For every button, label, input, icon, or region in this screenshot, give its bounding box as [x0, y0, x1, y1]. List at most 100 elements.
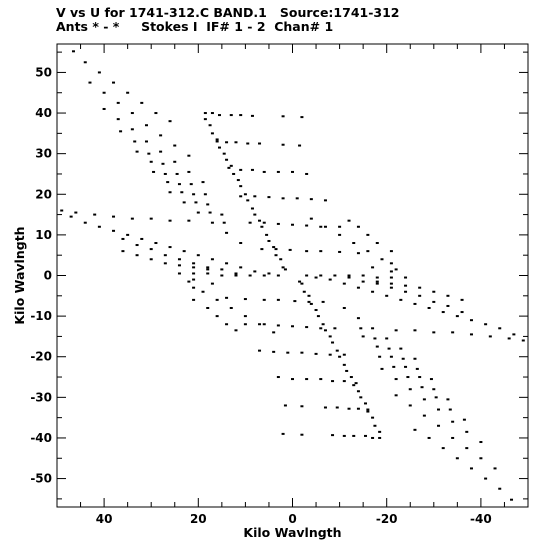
- uv-point: [305, 326, 309, 329]
- uv-point: [267, 196, 271, 199]
- uv-point: [281, 197, 285, 200]
- uv-point: [347, 274, 351, 277]
- uv-point: [413, 302, 417, 305]
- y-tick-label: 10: [35, 228, 52, 242]
- uv-point: [305, 172, 309, 175]
- uv-point: [328, 278, 332, 281]
- y-tick-label: -10: [30, 309, 52, 323]
- uv-point: [192, 193, 196, 196]
- uv-point: [210, 258, 214, 261]
- uv-point: [375, 242, 379, 245]
- uv-point: [356, 317, 360, 320]
- uv-point: [366, 410, 370, 413]
- uv-point: [484, 323, 488, 326]
- uv-point: [342, 380, 346, 383]
- uv-point: [413, 357, 417, 360]
- uv-point: [493, 467, 497, 470]
- uv-point: [203, 112, 207, 115]
- x-tick-label: 40: [96, 512, 113, 526]
- uv-point: [375, 280, 379, 283]
- uv-point: [319, 274, 323, 277]
- uv-point: [258, 323, 262, 326]
- uv-point: [149, 258, 153, 261]
- uv-point: [201, 181, 205, 184]
- uv-point: [429, 378, 433, 381]
- uv-point: [192, 298, 196, 301]
- uv-point: [488, 335, 492, 338]
- uv-point: [112, 81, 116, 84]
- uv-point: [243, 193, 247, 196]
- uv-point: [130, 128, 134, 131]
- uv-point: [347, 219, 351, 222]
- uv-point: [406, 376, 410, 379]
- uv-point: [295, 197, 299, 200]
- uv-point: [319, 250, 323, 253]
- uv-point: [389, 262, 393, 265]
- uv-point: [286, 351, 290, 354]
- uv-point: [371, 416, 375, 419]
- uv-point: [437, 424, 441, 427]
- uv-point: [126, 233, 130, 236]
- uv-point: [378, 355, 382, 358]
- uv-point: [291, 378, 294, 381]
- uv-point: [448, 408, 452, 411]
- uv-point: [210, 112, 214, 115]
- uv-point: [246, 199, 250, 202]
- uv-point: [321, 323, 325, 326]
- uv-point: [203, 118, 207, 121]
- uv-point: [267, 239, 271, 242]
- uv-point: [291, 170, 294, 173]
- y-tick-label: 0: [44, 269, 52, 283]
- y-tick-label: -20: [30, 350, 52, 364]
- uv-point: [154, 242, 158, 245]
- uv-point: [208, 124, 212, 127]
- uv-point: [354, 382, 358, 385]
- uv-point: [288, 248, 292, 251]
- uv-point: [135, 244, 139, 247]
- uv-point: [279, 258, 283, 261]
- uv-point: [437, 408, 441, 411]
- uv-point: [225, 323, 229, 326]
- uv-point: [163, 172, 167, 175]
- uv-point: [210, 221, 214, 224]
- uv-point: [389, 282, 393, 285]
- uv-point: [192, 266, 196, 269]
- uv-point: [418, 376, 422, 379]
- uv-point: [342, 282, 346, 285]
- uv-point: [389, 276, 393, 279]
- uv-point: [258, 349, 262, 352]
- uv-point: [243, 315, 247, 318]
- uv-point: [220, 213, 224, 216]
- uv-point: [196, 254, 200, 257]
- uv-point: [281, 143, 285, 146]
- uv-point: [194, 201, 198, 204]
- uv-point: [281, 266, 285, 269]
- uv-point: [394, 378, 398, 381]
- uv-point: [300, 405, 304, 408]
- uv-point: [371, 327, 375, 330]
- uv-point: [116, 101, 120, 104]
- axis-ticks: [56, 44, 529, 507]
- uv-point: [168, 120, 172, 123]
- uv-point: [133, 140, 137, 143]
- uv-point: [276, 170, 280, 173]
- uv-point: [225, 158, 229, 161]
- uv-point: [159, 150, 163, 153]
- uv-point: [404, 365, 408, 368]
- uv-point: [521, 339, 525, 342]
- uv-point: [283, 404, 287, 407]
- uv-point: [314, 276, 318, 279]
- plot-frame: [56, 43, 529, 508]
- uv-point: [130, 217, 134, 220]
- uv-point: [173, 160, 177, 163]
- uv-point: [97, 71, 101, 74]
- uv-point: [319, 378, 323, 381]
- uv-point: [446, 294, 450, 297]
- uv-point: [272, 350, 276, 353]
- uv-point: [215, 298, 219, 301]
- uv-point: [460, 298, 464, 301]
- uv-point: [361, 335, 365, 338]
- uv-point: [356, 252, 360, 255]
- uv-point: [404, 276, 408, 279]
- uv-point: [258, 219, 262, 222]
